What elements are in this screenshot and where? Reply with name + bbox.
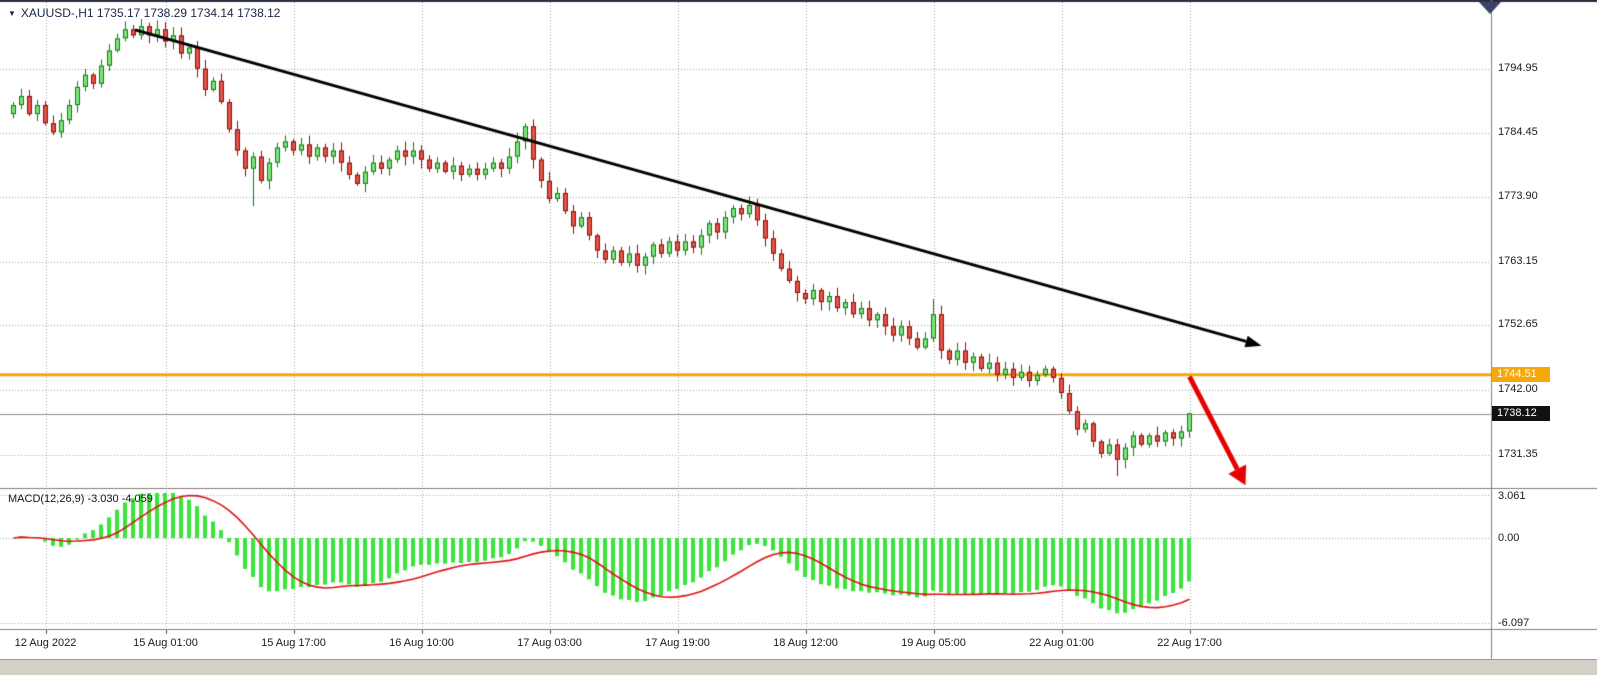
- macd-indicator-label: MACD(12,26,9) -3.030 -4.059: [8, 493, 153, 505]
- time-tick-label: 19 Aug 05:00: [901, 637, 966, 649]
- price-tick-label: 1763.15: [1498, 254, 1538, 267]
- time-tick-label: 15 Aug 17:00: [261, 637, 326, 649]
- macd-tick-label: 0.00: [1498, 531, 1520, 544]
- time-tick-label: 22 Aug 01:00: [1029, 637, 1094, 649]
- price-tick-label: 1742.00: [1498, 383, 1538, 395]
- time-tick-label: 12 Aug 2022: [14, 637, 77, 649]
- price-tick-label: 1794.95: [1498, 61, 1538, 74]
- time-tick-label: 15 Aug 01:00: [133, 637, 198, 649]
- time-tick-label: 17 Aug 19:00: [645, 637, 710, 649]
- time-axis[interactable]: 12 Aug 2022 15 Aug 01:00 15 Aug 17:00 16 Au…: [0, 630, 1597, 658]
- price-tick-label: 1731.35: [1498, 447, 1538, 460]
- price-tick-label: 1773.90: [1498, 189, 1538, 202]
- time-tick-label: 18 Aug 12:00: [773, 637, 838, 649]
- price-tick-label: 1752.65: [1498, 318, 1538, 331]
- time-tick-label: 16 Aug 10:00: [389, 637, 454, 649]
- time-tick-label: 22 Aug 17:00: [1157, 637, 1222, 649]
- macd-axis[interactable]: 3.061 0.00 -6.097: [1492, 488, 1597, 629]
- macd-tick-label: -6.097: [1498, 616, 1530, 629]
- time-tick-label: 17 Aug 03:00: [517, 637, 582, 649]
- symbol-ohlc-text: XAUUSD-,H1 1735.17 1738.29 1734.14 1738.…: [20, 6, 281, 20]
- price-tick-label: 1784.45: [1498, 125, 1538, 138]
- symbol-dropdown-icon[interactable]: ▼: [8, 8, 16, 18]
- current-price-badge: 1738.12: [1492, 406, 1550, 422]
- price-axis[interactable]: 1794.95 1784.45 1773.90 1763.15 1752.65 1742.…: [1492, 0, 1597, 488]
- macd-tick-label: 3.061: [1498, 490, 1526, 502]
- hline-price-badge: 1744.51: [1492, 367, 1550, 383]
- symbol-info: ▼ XAUUSD-,H1 1735.17 1738.29 1734.14 173…: [8, 6, 280, 20]
- window-bottom-edge: [0, 659, 1597, 675]
